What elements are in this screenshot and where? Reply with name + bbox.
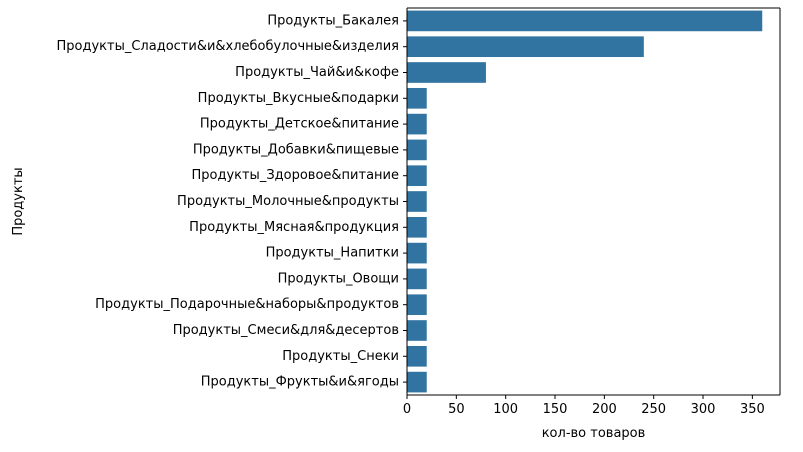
y-tick-label: Продукты_Здоровое&питание — [191, 168, 399, 183]
y-tick-label: Продукты_Вкусные&подарки — [198, 91, 399, 106]
bar — [407, 165, 427, 187]
bar — [407, 268, 427, 290]
axes-frame — [406, 7, 781, 396]
y-tick-label: Продукты_Овощи — [278, 271, 399, 286]
x-tick-label: 350 — [740, 402, 765, 417]
y-tick-label: Продукты_Фрукты&и&ягоды — [201, 375, 399, 390]
x-tick-label: 50 — [448, 402, 465, 417]
bar — [407, 191, 427, 212]
bar — [407, 242, 427, 264]
y-tick-label: Продукты_Смеси&для&десертов — [173, 323, 399, 338]
bar — [407, 371, 427, 393]
y-tick-label: Продукты_Напитки — [266, 246, 399, 261]
x-tick-label: 200 — [592, 402, 617, 417]
bar — [407, 345, 427, 367]
y-tick-label: Продукты_Снеки — [282, 349, 399, 364]
bar — [407, 10, 763, 32]
bar — [407, 87, 427, 109]
bar — [407, 294, 427, 316]
x-tick-label: 250 — [641, 402, 666, 417]
y-axis-ticks: Продукты_Бакалея Продукты_Сладости&и&хлеб… — [57, 13, 407, 390]
bar — [407, 139, 427, 161]
x-axis-ticks: 0 50 100 150 200 250 300 350 — [403, 395, 765, 417]
bar — [407, 320, 427, 341]
bar — [407, 113, 427, 135]
y-tick-label: Продукты_Добавки&пищевые — [193, 142, 399, 157]
bar — [407, 216, 427, 238]
y-tick-label: Продукты_Бакалея — [267, 13, 399, 28]
x-axis-label: кол-во товаров — [542, 426, 646, 441]
x-tick-label: 300 — [691, 402, 716, 417]
y-tick-label: Продукты_Молочные&продукты — [177, 194, 399, 209]
y-tick-label: Продукты_Детское&питание — [200, 117, 399, 132]
y-tick-label: Продукты_Мясная&продукция — [189, 220, 399, 235]
y-tick-label: Продукты_Подарочные&наборы&продуктов — [95, 297, 399, 312]
bar — [407, 62, 486, 83]
x-tick-label: 100 — [493, 402, 518, 417]
y-tick-label: Продукты_Сладости&и&хлебобулочные&издели… — [57, 39, 400, 54]
y-tick-label: Продукты_Чай&и&кофе — [235, 65, 399, 80]
x-tick-label: 150 — [543, 402, 568, 417]
bar — [407, 36, 644, 58]
bars — [407, 10, 763, 393]
x-tick-label: 0 — [403, 402, 411, 417]
y-axis-label: Продукты — [11, 167, 26, 235]
